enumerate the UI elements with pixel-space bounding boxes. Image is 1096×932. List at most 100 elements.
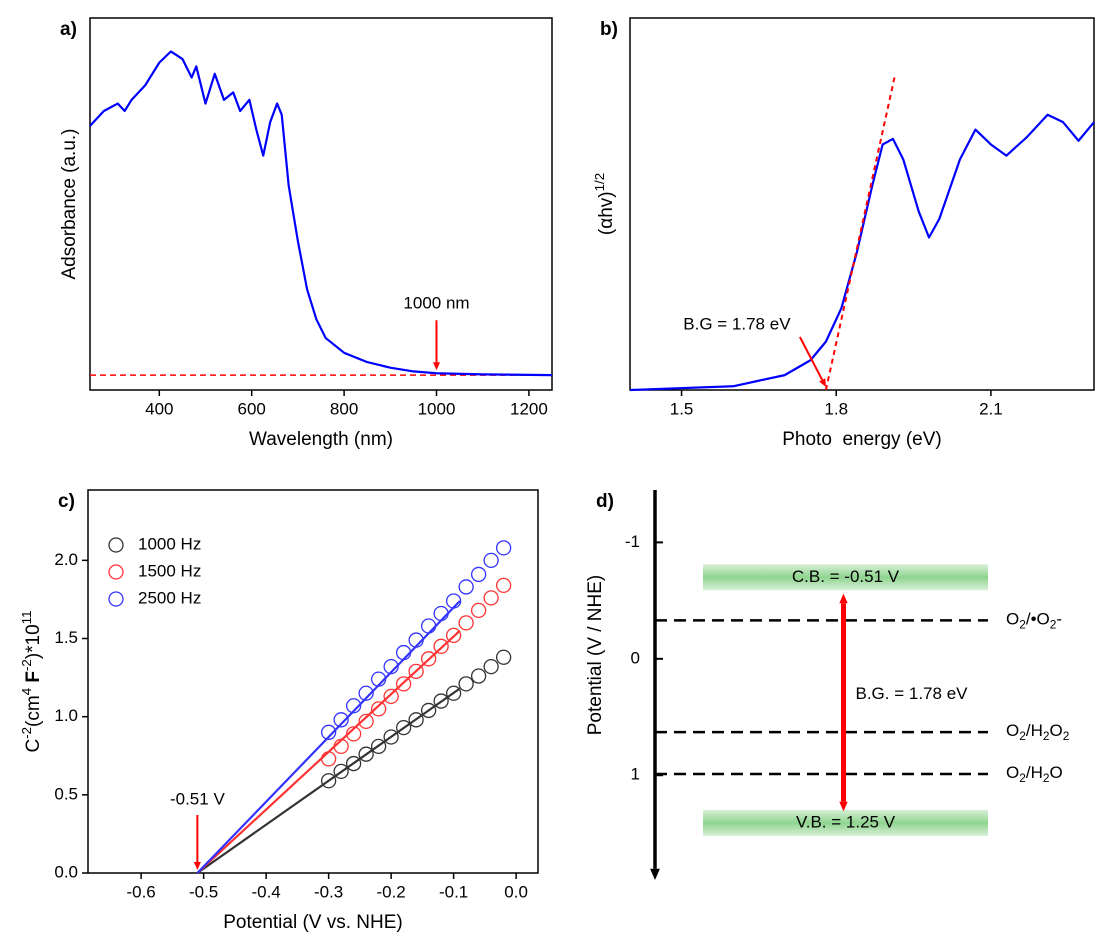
y-tick-label: 0 bbox=[631, 648, 640, 667]
data-point bbox=[320, 724, 337, 740]
data-point bbox=[483, 658, 499, 675]
data-point bbox=[333, 763, 349, 780]
y-tick-label: 1.5 bbox=[54, 628, 78, 647]
label-part: O bbox=[1049, 722, 1062, 741]
data-point bbox=[470, 668, 487, 684]
data-point bbox=[458, 676, 474, 692]
data-point bbox=[395, 719, 412, 736]
label-part: /H bbox=[1026, 722, 1043, 741]
data-point bbox=[345, 755, 362, 772]
y-axis-label: (αhv)1/2 bbox=[592, 173, 618, 235]
data-point bbox=[495, 540, 512, 556]
spectrum-line bbox=[629, 113, 1095, 392]
plot-frame bbox=[89, 17, 553, 391]
data-point bbox=[370, 738, 387, 755]
x-tick-label: -0.2 bbox=[376, 882, 405, 901]
label-part: -2 bbox=[19, 659, 34, 671]
data-point bbox=[358, 746, 374, 762]
y-axis-label: Potential (V / NHE) bbox=[585, 575, 606, 736]
level-label: O2/H2O bbox=[1006, 764, 1063, 786]
label-part: (cm bbox=[23, 695, 44, 727]
label-part: O bbox=[1006, 764, 1019, 783]
data-point bbox=[470, 602, 487, 619]
label-part: 11 bbox=[19, 610, 34, 624]
data-point bbox=[420, 651, 437, 667]
label-part: 1/2 bbox=[592, 173, 607, 192]
label-part: (αhv) bbox=[596, 191, 617, 235]
x-tick-label: 800 bbox=[330, 399, 358, 418]
data-point bbox=[445, 627, 462, 644]
x-tick-label: 1000 bbox=[418, 399, 456, 418]
x-tick-label: 1.5 bbox=[670, 399, 694, 418]
label-part: /H bbox=[1026, 764, 1043, 783]
x-tick-label: -0.5 bbox=[189, 882, 218, 901]
y-tick-label: -1 bbox=[625, 532, 640, 551]
x-axis-label: Potential (V vs. NHE) bbox=[223, 912, 403, 932]
label-part: 2 bbox=[1043, 771, 1050, 785]
panel-label: c) bbox=[58, 491, 75, 512]
data-point bbox=[333, 712, 349, 728]
data-point bbox=[420, 618, 437, 634]
data-point bbox=[445, 685, 462, 701]
x-tick-label: -0.6 bbox=[126, 882, 155, 901]
x-tick-label: 600 bbox=[238, 399, 266, 418]
label-part: )*10 bbox=[23, 624, 44, 659]
label-part: 2 bbox=[1019, 618, 1026, 632]
x-axis-label: Photo energy (eV) bbox=[782, 429, 941, 450]
panel-label: d) bbox=[596, 491, 614, 512]
annotation: -0.51 V bbox=[170, 789, 225, 808]
data-point bbox=[458, 579, 474, 595]
label-part: 2 bbox=[1019, 771, 1026, 785]
label-part: /•O bbox=[1026, 610, 1050, 629]
data-point bbox=[420, 702, 437, 719]
legend-label: 1000 Hz bbox=[138, 534, 201, 553]
plot-frame bbox=[629, 17, 1095, 391]
data-point bbox=[383, 688, 399, 705]
x-tick-label: 0.0 bbox=[504, 882, 528, 901]
label-part: C bbox=[23, 739, 44, 753]
annotation: 1000 nm bbox=[403, 294, 469, 313]
data-point bbox=[495, 649, 512, 665]
label-part: 2 bbox=[1043, 729, 1050, 743]
energy-band bbox=[703, 564, 988, 591]
legend-marker bbox=[108, 537, 124, 553]
x-tick-label: -0.1 bbox=[439, 882, 468, 901]
arrow-head bbox=[193, 862, 201, 870]
fit-line bbox=[196, 687, 461, 874]
x-tick-label: -0.3 bbox=[314, 882, 343, 901]
label-part: Potential (V / NHE) bbox=[585, 575, 606, 736]
data-point bbox=[395, 676, 412, 692]
label-part: 2 bbox=[1050, 618, 1057, 632]
energy-band bbox=[703, 809, 988, 836]
y-tick-label: 0.0 bbox=[54, 862, 78, 881]
arrow-head bbox=[819, 378, 826, 387]
data-point bbox=[433, 638, 449, 654]
data-point bbox=[483, 552, 499, 568]
data-point bbox=[383, 729, 399, 745]
data-point bbox=[320, 751, 337, 767]
label-part: Adsorbance (a.u.) bbox=[59, 128, 80, 279]
data-point bbox=[470, 566, 487, 583]
label-part: O bbox=[1006, 610, 1019, 629]
data-point bbox=[408, 663, 424, 679]
spectrum-line bbox=[89, 50, 553, 377]
fit-line bbox=[196, 600, 461, 874]
label-part: -2 bbox=[19, 727, 34, 739]
data-point bbox=[358, 713, 374, 730]
data-point bbox=[433, 693, 449, 709]
plot-frame bbox=[87, 489, 539, 874]
data-point bbox=[345, 698, 362, 714]
y-tick-label: 0.5 bbox=[54, 784, 78, 803]
level-label: O2/H2O2 bbox=[1006, 722, 1070, 744]
label-part: 4 bbox=[19, 688, 34, 695]
x-tick-label: 2.1 bbox=[979, 399, 1003, 418]
label-part: O bbox=[1049, 764, 1062, 783]
data-point bbox=[358, 685, 374, 701]
panel-label: b) bbox=[600, 19, 618, 40]
legend-marker bbox=[108, 591, 124, 607]
band-label: C.B. = -0.51 V bbox=[792, 567, 900, 586]
x-tick-label: 1200 bbox=[510, 399, 548, 418]
panel-label: a) bbox=[60, 19, 77, 40]
